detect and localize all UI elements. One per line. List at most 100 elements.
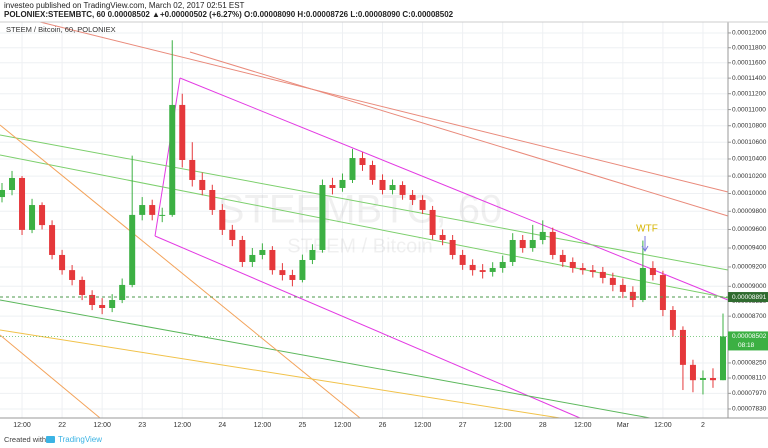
trend-line — [0, 124, 361, 419]
annotation: WTF — [636, 224, 658, 235]
x-tick-label: 24 — [218, 422, 226, 429]
candle-body — [719, 336, 726, 381]
y-tick-label: 0.00007970 — [732, 390, 767, 397]
y-tick-label: 0.00009800 — [732, 208, 767, 215]
watermark: STEEMBTC, 60 — [218, 188, 503, 232]
candle-body — [179, 104, 186, 160]
candle-body — [499, 261, 506, 269]
candle-body — [389, 185, 396, 190]
last-price-tag — [728, 331, 768, 351]
candle-body — [399, 185, 406, 195]
candle-body — [369, 165, 376, 180]
x-tick-label: 12:00 — [13, 422, 31, 429]
footer-brand[interactable]: TradingView — [58, 435, 102, 444]
candle-body — [479, 270, 486, 272]
x-tick-label: 12:00 — [494, 422, 512, 429]
candle-body — [539, 231, 546, 240]
y-tick-label: 0.00010000 — [732, 190, 767, 197]
candle-body — [79, 279, 86, 295]
candle-body — [149, 205, 156, 215]
candle-body — [349, 158, 356, 180]
candle-body — [589, 270, 596, 272]
x-tick-label: 12:00 — [93, 422, 111, 429]
trend-line — [0, 154, 729, 299]
y-tick-label: 0.00011600 — [732, 60, 766, 67]
candle-body — [659, 275, 666, 311]
x-tick-label: 12:00 — [334, 422, 352, 429]
candle-body — [129, 214, 136, 285]
y-tick-label: 0.00010800 — [732, 122, 767, 129]
candle-body — [699, 378, 706, 380]
candle-body — [289, 275, 296, 280]
legend: STEEM / Bitcoin, 60, POLONIEX — [6, 25, 116, 34]
candle-body — [219, 209, 226, 230]
candle-body — [379, 179, 386, 190]
trend-line — [154, 235, 581, 419]
candle-body — [59, 254, 66, 271]
trend-line — [154, 77, 181, 237]
candle-body — [139, 205, 146, 215]
symbol-line: POLONIEX:STEEMBTC, 60 0.00008502 ▲+0.000… — [4, 10, 454, 19]
candle-body — [689, 364, 696, 381]
y-tick-label: 0.00010200 — [732, 173, 767, 180]
candle-body — [459, 254, 466, 265]
x-tick-label: 12:00 — [173, 422, 191, 429]
x-tick-label: 12:00 — [654, 422, 672, 429]
candle-body — [549, 231, 556, 255]
candle-body — [439, 234, 446, 240]
level-tag — [728, 292, 768, 303]
candle-body — [169, 104, 176, 215]
level-label: 0.00008891 — [732, 294, 767, 301]
annotation-arrow-head — [641, 245, 649, 252]
candle-body — [509, 239, 516, 262]
candle-body — [199, 179, 206, 190]
candle-body — [89, 294, 96, 305]
trend-line — [0, 299, 651, 419]
trend-line — [0, 329, 561, 419]
candle-body — [239, 239, 246, 262]
x-tick-label: 12:00 — [574, 422, 592, 429]
y-tick-label: 0.00012000 — [732, 30, 767, 37]
y-tick-label: 0.00009400 — [732, 245, 767, 252]
candle-body — [309, 249, 316, 260]
y-tick-label: 0.00011800 — [732, 44, 766, 51]
candle-body — [0, 189, 6, 198]
candle-body — [669, 310, 676, 330]
candle-body — [569, 261, 576, 269]
y-tick-label: 0.00009200 — [732, 264, 767, 271]
candle-body — [99, 304, 106, 309]
x-tick-label: Mar — [617, 422, 630, 429]
candle-body — [49, 225, 56, 255]
y-tick-label: 0.00011000 — [732, 106, 766, 113]
candle-body — [419, 199, 426, 210]
candle-body — [269, 249, 276, 271]
y-tick-label: 0.00007830 — [732, 406, 767, 413]
candle-body — [679, 329, 686, 365]
candle-body — [639, 268, 646, 301]
trend-line — [179, 77, 729, 301]
candle-body — [19, 177, 26, 230]
candle-body — [249, 254, 256, 262]
grid — [0, 22, 728, 418]
x-tick-label: 28 — [539, 422, 547, 429]
candle-body — [449, 239, 456, 255]
x-tick-label: 22 — [58, 422, 66, 429]
candle-body — [359, 158, 366, 166]
candle-body — [609, 277, 616, 285]
candle-body — [109, 300, 116, 309]
trend-lines — [0, 21, 729, 419]
candle-body — [429, 209, 436, 235]
candle-body — [329, 185, 336, 188]
candles — [0, 40, 726, 395]
candle-body — [39, 205, 46, 226]
brand-logo[interactable] — [46, 436, 55, 443]
candle-body — [579, 268, 586, 271]
x-tick-label: 23 — [138, 422, 146, 429]
candle-body — [69, 270, 76, 280]
trend-line — [0, 334, 101, 419]
trend-line — [189, 51, 729, 217]
candle-body — [299, 259, 306, 280]
candle-body — [119, 284, 126, 301]
footer-prefix: Created with — [4, 435, 46, 444]
